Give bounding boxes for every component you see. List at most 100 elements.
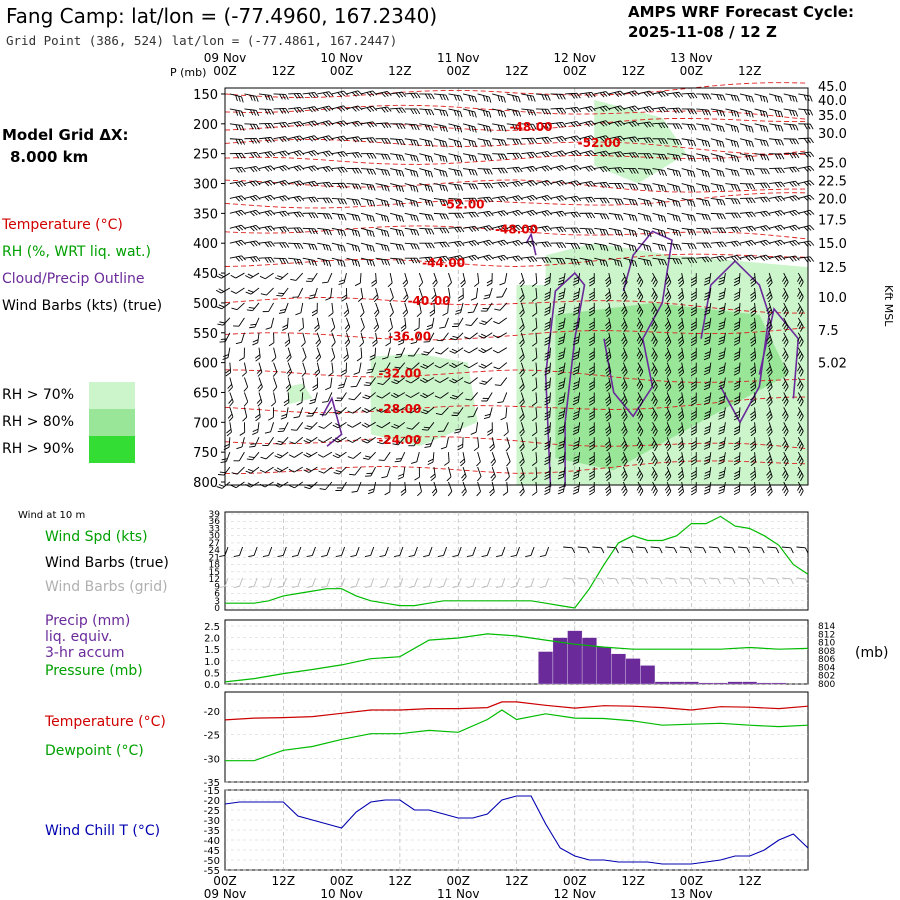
wind-barb (433, 255, 450, 262)
wind-barb-flag (430, 200, 434, 207)
wind-barb-flag (483, 197, 488, 203)
wind-barb-flag (372, 185, 376, 191)
wind-barb (636, 362, 644, 377)
wind-barb-flag (800, 311, 804, 317)
wind-barb-flag (704, 488, 711, 492)
wind-barb-flag (413, 243, 417, 250)
wind-barb-flag (532, 240, 538, 246)
wind-barb-flag (279, 181, 284, 187)
wind-barb-flag (792, 256, 797, 262)
wind-barb-flag (474, 155, 478, 162)
wind-barb-flag (557, 342, 564, 346)
wind-barb-flag (690, 384, 697, 388)
wind-barb-staff (739, 108, 752, 113)
wind-barb-flag (453, 154, 457, 161)
wind-barb-staff (229, 422, 232, 433)
wind-barb (494, 377, 508, 386)
wind-barb (459, 452, 466, 467)
wind-barb (782, 347, 789, 362)
wind-barb-flag (665, 383, 671, 389)
wind-barb-flag (366, 107, 372, 113)
wind-barb (754, 196, 771, 203)
wind-barb-flag (474, 197, 479, 204)
wind-barb-flag (665, 398, 671, 404)
wind-barb-flag (605, 396, 610, 401)
wind-barb-flag (703, 312, 710, 316)
wind-barb-flag (497, 226, 503, 232)
wind-barb-flag (547, 257, 552, 263)
wind-barb-flag (605, 213, 610, 220)
wind-barb-staff (622, 287, 628, 298)
wind-barb-flag (557, 327, 564, 331)
wind-barb-flag (471, 169, 475, 176)
wind-barb-flag (599, 167, 605, 173)
wind-barb-staff (343, 377, 347, 388)
wind-barb-flag (252, 95, 256, 102)
wind-barb-flag (589, 294, 595, 299)
wind-barb-flag (308, 92, 313, 99)
wind-barb-flag (328, 150, 334, 156)
wind-barb-flag (605, 276, 610, 282)
wind-barb-flag (431, 294, 437, 300)
wind-barb (231, 466, 245, 475)
wind-barb-staff (258, 210, 271, 214)
wind-barb (433, 183, 449, 192)
wind-barb (725, 255, 742, 262)
pressure-tick-label: 350 (193, 207, 218, 222)
wind-barb-flag (803, 241, 809, 247)
wind-barb-flag (526, 138, 531, 144)
wind-barb-staff (768, 392, 773, 403)
wind-barb-flag (750, 399, 756, 404)
wind-barb-flag (605, 105, 611, 111)
wind-barb (387, 317, 393, 332)
wind-barb-flag (558, 384, 565, 387)
wind-barb-flag (687, 199, 690, 206)
wind-barb-staff (681, 317, 685, 328)
wind-barb-flag (800, 341, 804, 347)
wind-barb-flag (646, 137, 651, 144)
wind-barb-flag (395, 169, 399, 176)
wind-barb (572, 317, 581, 331)
wind-barb (343, 302, 350, 318)
wind-barb (623, 152, 640, 159)
wind-barb (535, 150, 552, 158)
wind-barb-flag (797, 350, 801, 357)
wind-barb (681, 198, 696, 208)
wind-barb-flag (734, 396, 740, 400)
wind-barb (506, 239, 523, 247)
wind-barb-flag (634, 200, 638, 206)
wind-barb-flag (690, 396, 697, 400)
wind-barb-flag (777, 125, 781, 132)
wind-barb-flag (562, 107, 567, 114)
wind-barb-flag (599, 92, 605, 98)
wind-barb-staff (708, 362, 712, 373)
wind-barb-flag (605, 324, 611, 329)
wind-barb-flag (270, 401, 276, 407)
wind-barb (696, 242, 712, 249)
wind-barb-staff (244, 123, 257, 125)
wind-barb-flag (459, 141, 463, 148)
wind-barb (782, 287, 789, 303)
wind-barb (243, 377, 249, 392)
wind-barb-flag (268, 342, 275, 347)
wind-barb-flag (558, 321, 565, 325)
wind-barb (718, 347, 726, 361)
wind-barb (346, 212, 361, 222)
wind-barb-flag (519, 369, 524, 374)
wind-barb-flag (532, 166, 538, 172)
wind-barb-flag (295, 312, 302, 316)
wind-barb-staff (331, 135, 344, 140)
wind-barb-staff (287, 392, 290, 403)
wind-barb (463, 362, 478, 369)
wind-barb-flag (311, 181, 316, 187)
wind-barb-flag (308, 122, 313, 127)
wind-barb (754, 108, 769, 118)
wind-barb-flag (544, 210, 550, 216)
wind-barb-flag (526, 152, 532, 158)
wind-barb-staff (708, 332, 712, 343)
wind-barb-flag (372, 231, 375, 238)
wind-barb-staff (506, 437, 511, 447)
wind-barb-flag (369, 230, 372, 237)
wind-barb-flag (386, 185, 390, 192)
wind-barb-flag (486, 211, 491, 217)
